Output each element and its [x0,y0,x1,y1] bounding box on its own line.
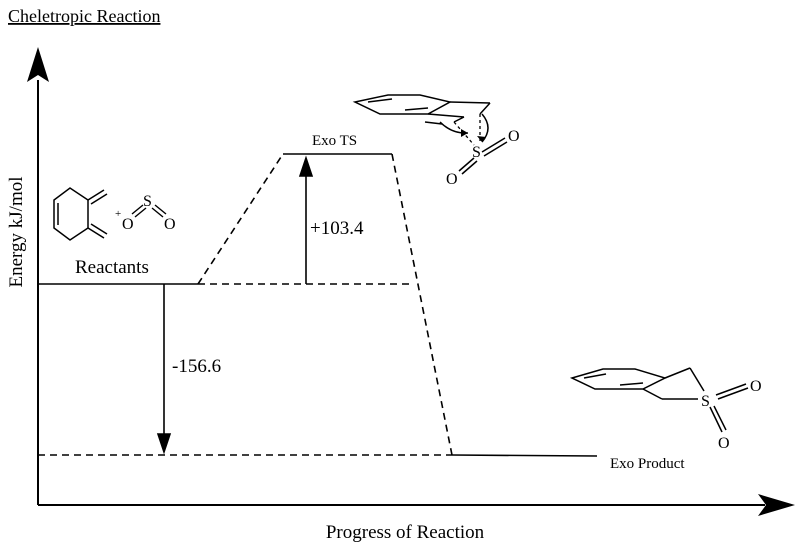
ts-curved-arrowhead-left [461,129,468,137]
product-ring-double-2 [619,382,644,386]
product-ring-double-1 [583,373,607,379]
product-so-bond-right-double [717,387,749,400]
product-atom-o-right: O [750,378,762,395]
ts-structure: S O O [352,94,520,188]
so2-atom-o-left: O [122,216,134,233]
reaction-energy-label: -156.6 [172,356,221,377]
x-axis-label: Progress of Reaction [326,522,485,543]
reactants-label: Reactants [75,257,149,278]
ts-atom-o-lower: O [446,171,458,188]
ts-ring-double-1 [367,98,393,103]
reactant-exo-methylene-bottom-double [90,223,108,235]
ts-ring-double-2 [404,107,429,111]
product-ch2-upper [664,367,691,379]
ts-so-bond-lower-double [461,160,478,175]
y-axis-label: Energy kJ/mol [6,176,27,287]
reactant-diene-structure [53,187,108,241]
reaction-arrowhead [156,433,172,455]
reactant-ring [53,187,89,241]
barrier-energy-label: +103.4 [310,218,364,239]
ts-forming-bond-lower [453,121,475,146]
ts-so-bond-right [481,137,506,153]
product-level [451,454,598,457]
ts-so-bond-right-double [483,141,508,157]
product-ch2-lower [642,388,663,400]
product-label: Exo Product [610,456,685,472]
ts-ring-double-3 [424,121,443,125]
ts-benzene-ring [352,94,453,115]
product-cs-bond-upper [689,367,705,392]
reactant-so2-structure: + O S O [115,193,176,233]
x-axis-arrowhead [758,494,795,516]
ts-atom-s: S [472,144,481,161]
ts-label: Exo TS [312,133,357,149]
reactant-plus-sign: + [115,208,121,220]
so2-atom-o-right: O [164,216,176,233]
product-benzene-ring [569,368,668,390]
barrier-arrowhead [298,155,314,177]
ts-to-product-connector [391,153,453,456]
so2-bond-left-double [134,207,147,218]
ts-bond-upper [449,101,491,104]
product-so-bond-lower-double [713,405,727,431]
axes [37,80,765,506]
product-so-bond-right [715,383,747,396]
ts-bond-lower [427,113,465,118]
product-atom-o-lower: O [718,435,730,452]
so2-bond-left [131,204,144,215]
y-axis-arrowhead [27,47,49,82]
ts-atom-o-right: O [508,128,520,145]
reactants-to-ts-connector [197,153,284,285]
diagram-title: Cheletropic Reaction [8,6,160,26]
so2-bond-right-double [151,207,164,218]
reactant-exo-methylene-top-double [90,193,108,205]
ts-curved-arrowhead-right [477,136,486,142]
ts-ch2-lower [453,116,465,123]
product-structure: S O O [569,367,762,452]
ts-ch2-upper [479,102,491,115]
ts-so-bond-lower [458,157,475,172]
so2-atom-s: S [143,193,152,210]
so2-bond-right [154,204,167,215]
reactant-exo-methylene-bottom [87,227,105,239]
product-atom-s: S [701,393,710,410]
product-so-bond-lower [709,406,723,433]
reactant-exo-methylene-top [87,189,105,201]
